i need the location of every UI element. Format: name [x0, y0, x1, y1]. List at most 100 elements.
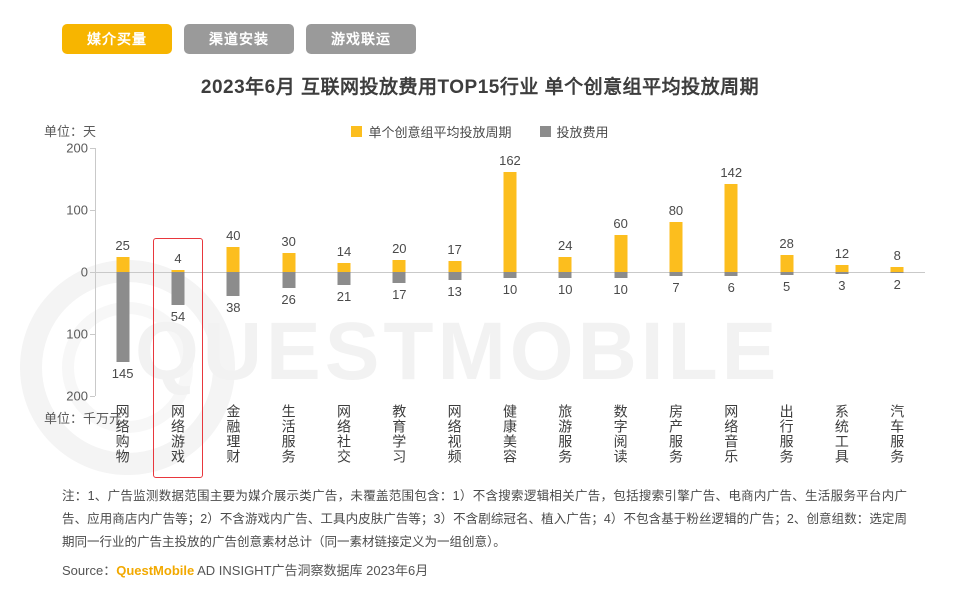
- bar-cycle: [724, 183, 738, 272]
- bar-cycle: [669, 222, 683, 272]
- chart-legend: 单个创意组平均投放周期 投放费用: [0, 122, 960, 141]
- bar-value-cycle: 162: [499, 152, 521, 168]
- category-label: 网络社交: [335, 404, 352, 464]
- bar-column: 162 10 健康美容: [482, 148, 537, 464]
- bar-cycle: [392, 259, 406, 272]
- y-tick-label: 200: [66, 140, 88, 156]
- category-label: 系统工具: [833, 404, 850, 464]
- bar-value-spend: 38: [226, 299, 241, 315]
- category-label: 教育学习: [391, 404, 408, 464]
- bar-cycle: [226, 247, 240, 272]
- category-label: 汽车服务: [889, 404, 906, 464]
- bar-column: 12 3 系统工具: [814, 148, 869, 464]
- bar-column: 25 145 网络购物: [95, 148, 150, 465]
- bar-spend: [171, 272, 185, 306]
- category-label: 网络游戏: [169, 404, 186, 464]
- bar-value-cycle: 14: [336, 244, 352, 260]
- bar-cycle: [835, 264, 849, 272]
- bar-group: 25 145 网络购物 4 54 网络游戏 40 38 金融理财 30 26 生活服务 14 21 网络社交…: [95, 148, 925, 465]
- bar-spend: [835, 272, 849, 274]
- y-tick-mark: [90, 148, 95, 149]
- bar-value-cycle: 28: [779, 235, 794, 251]
- plot-area: 200 100 0 100 200 25 145 网络购物 4 54 网络游戏 40 38 金融理财 30…: [66, 141, 925, 478]
- bar-spend: [780, 272, 794, 276]
- category-label: 网络购物: [114, 404, 131, 464]
- bar-value-spend: 10: [558, 282, 573, 298]
- category-label: 网络音乐: [723, 404, 740, 464]
- bar-column: 60 10 数字阅读: [593, 148, 648, 464]
- category-label: 旅游服务: [557, 404, 574, 464]
- bar-column: 8 2 汽车服务: [870, 148, 925, 464]
- bar-spend: [669, 272, 683, 277]
- bar-value-cycle: 8: [893, 248, 901, 264]
- bar-value-cycle: 24: [558, 238, 573, 254]
- bar-value-cycle: 80: [668, 203, 684, 219]
- category-label: 数字阅读: [612, 404, 629, 464]
- bar-spend: [448, 272, 462, 281]
- bar-value-spend: 5: [782, 279, 791, 295]
- category-label: 金融理财: [225, 404, 242, 464]
- bar-spend: [724, 272, 738, 276]
- bar-spend: [614, 272, 628, 279]
- bar-spend: [392, 272, 406, 283]
- bar-value-cycle: 4: [174, 250, 182, 266]
- bar-value-spend: 26: [281, 292, 296, 308]
- legend-label-cycle: 单个创意组平均投放周期: [368, 125, 512, 140]
- bar-spend: [226, 272, 240, 296]
- bar-column: 40 38 金融理财: [206, 148, 261, 464]
- tab-bar[interactable]: 媒介买量 渠道安装 游戏联运: [62, 24, 416, 54]
- category-label: 房产服务: [667, 404, 684, 464]
- bar-value-cycle: 12: [834, 245, 850, 261]
- bar-spend: [558, 272, 572, 279]
- bar-value-cycle: 142: [720, 164, 743, 180]
- chart-title: 2023年6月 互联网投放费用TOP15行业 单个创意组平均投放周期: [200, 77, 760, 98]
- bar-value-cycle: 17: [447, 242, 462, 258]
- bar-column: 28 5 出行服务: [759, 148, 814, 464]
- bar-column: 17 13 网络视频: [427, 148, 482, 464]
- bar-spend: [116, 272, 130, 362]
- legend-item-spend: 投放费用: [539, 122, 609, 141]
- y-tick-mark: [90, 210, 95, 211]
- category-label: 健康美容: [501, 404, 518, 464]
- bar-value-spend: 13: [447, 284, 462, 300]
- bar-cycle: [558, 257, 572, 272]
- bar-column: 20 17 教育学习: [372, 148, 427, 464]
- bar-cycle: [282, 253, 296, 272]
- bar-cycle: [448, 261, 462, 272]
- bar-column: 14 21 网络社交: [316, 148, 371, 464]
- category-label: 网络视频: [446, 404, 463, 464]
- legend-swatch-icon: [351, 126, 363, 137]
- bar-cycle: [614, 234, 628, 272]
- bar-cycle: [116, 256, 130, 272]
- y-tick-label: 100: [66, 202, 88, 218]
- source-prefix: Source：: [62, 563, 117, 578]
- bar-value-cycle: 30: [281, 234, 296, 250]
- tab-media-buy[interactable]: 媒介买量: [62, 24, 172, 54]
- tab-game-joint-operation[interactable]: 游戏联运: [306, 24, 416, 54]
- bar-spend: [282, 272, 296, 289]
- bar-cycle: [503, 171, 517, 272]
- category-label: 生活服务: [280, 404, 297, 464]
- legend-swatch-icon: [539, 126, 551, 137]
- bar-column: 4 54 网络游戏: [150, 148, 205, 464]
- y-tick-mark: [90, 334, 95, 335]
- bar-cycle: [780, 254, 794, 272]
- bar-value-cycle: 60: [613, 215, 628, 231]
- bar-value-spend: 10: [613, 282, 628, 298]
- bar-value-spend: 10: [502, 282, 518, 298]
- unit-label-top: 单位：天: [44, 124, 97, 139]
- bar-spend: [337, 272, 351, 286]
- bar-value-spend: 17: [392, 286, 407, 302]
- bar-column: 142 6 网络音乐: [704, 148, 759, 464]
- legend-item-cycle: 单个创意组平均投放周期: [351, 122, 512, 141]
- unit-label-bottom: 单位：千万元: [44, 411, 123, 426]
- bar-spend: [503, 272, 517, 279]
- bar-cycle: [337, 263, 351, 272]
- footnote: 注：1、广告监测数据范围主要为媒介展示类广告，未覆盖范围包含：1）不含搜索逻辑相…: [62, 489, 907, 550]
- tab-channel-install[interactable]: 渠道安装: [184, 24, 294, 54]
- bar-value-spend: 145: [111, 365, 134, 381]
- y-tick-mark: [90, 396, 95, 397]
- bar-value-cycle: 20: [392, 240, 407, 256]
- bar-value-spend: 7: [672, 280, 680, 296]
- category-label: 出行服务: [778, 404, 795, 464]
